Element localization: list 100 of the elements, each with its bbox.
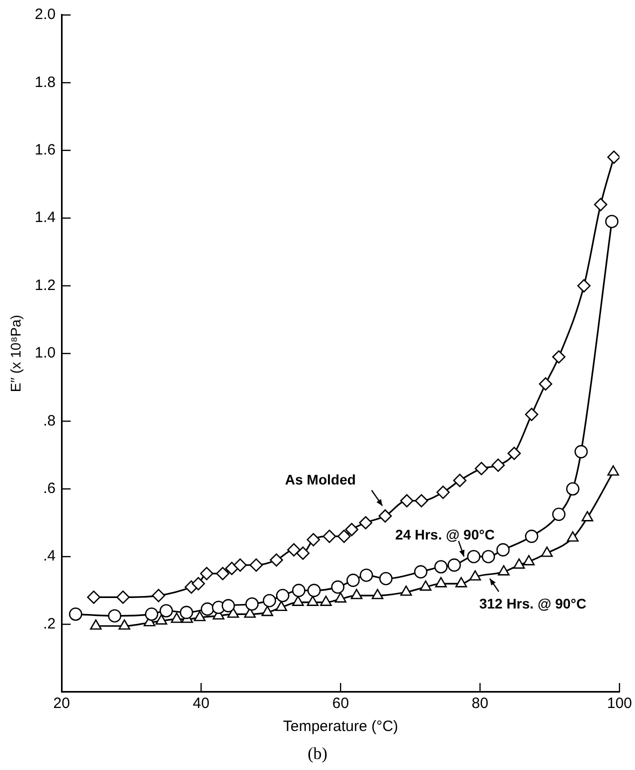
point [594,198,608,212]
point [275,600,288,612]
point [144,607,158,621]
y-tick-label: 1.0 [34,344,56,362]
point [346,574,360,587]
point [582,511,594,522]
point [262,594,276,608]
point [359,516,372,530]
point [116,590,130,604]
y-axis-title: E′′ (x 10⁸Pa) [7,314,24,392]
point [200,566,214,580]
point [216,566,230,580]
point [227,607,240,618]
x-tick-label: 20 [53,695,70,712]
point [467,550,480,564]
point [360,568,374,582]
x-tick-label: 80 [472,695,488,712]
point [469,570,481,581]
point [292,584,306,598]
annotation: 24 Hrs. @ 90°C [395,526,495,542]
x-tick-label: 40 [192,695,210,712]
point [434,560,448,574]
point [152,588,166,602]
y-tick-label: .4 [43,548,56,565]
point [296,546,310,560]
point [87,590,100,604]
point [513,558,525,569]
point [170,612,183,623]
point [372,588,384,600]
point [420,580,432,591]
point [108,609,122,622]
point [524,530,538,543]
point [320,596,332,606]
point [492,458,505,472]
y-tick-label: 2.0 [34,6,56,24]
point [552,508,566,521]
y-tick-label: .8 [43,412,56,430]
point [448,558,461,572]
point [350,588,362,600]
point [90,619,102,630]
point [234,558,247,572]
point [508,446,521,460]
point [474,462,488,476]
point [541,546,553,557]
point [306,596,319,606]
point [498,565,510,576]
point [250,558,263,572]
y-tick-label: 1.2 [34,276,56,294]
point [379,572,393,586]
point [400,585,412,596]
point [337,530,351,543]
y-tick-label: 1.6 [34,142,56,159]
point [345,522,358,536]
x-tick-label: 100 [606,695,632,712]
annotation: 312 Hrs. @ 90°C [479,595,586,612]
text: (b) [306,744,328,764]
point [194,610,206,622]
y-tick-label: .2 [43,615,56,632]
point [192,577,205,590]
point [378,509,392,523]
point [292,596,304,606]
point [552,350,566,364]
point [276,588,290,602]
point [200,602,214,616]
point [566,531,579,542]
point [607,465,620,476]
point [180,606,194,620]
y-tick-label: .6 [43,480,56,498]
x-axis-title: Temperature (°C) [282,718,398,736]
point [577,279,591,292]
point [160,604,173,618]
y-tick-label: 1.8 [34,74,56,91]
annotation: As Molded [285,472,356,488]
point [435,577,447,588]
point [334,592,346,603]
point [453,474,466,488]
point [331,580,344,594]
point [538,377,552,391]
point [566,482,580,496]
point [482,550,496,564]
point [118,619,130,630]
point [414,494,428,508]
point [574,445,588,458]
point [522,555,535,566]
point [222,599,235,612]
point [524,408,538,422]
point [605,214,618,228]
point [400,494,414,508]
x-tick-label: 60 [332,695,349,712]
point [496,543,510,556]
point [414,565,428,578]
point [287,543,300,556]
point [307,584,321,598]
point [607,150,620,164]
point [455,577,468,588]
point [68,607,82,621]
point [306,533,320,546]
point [245,597,259,611]
point [270,553,284,567]
point [436,486,450,499]
